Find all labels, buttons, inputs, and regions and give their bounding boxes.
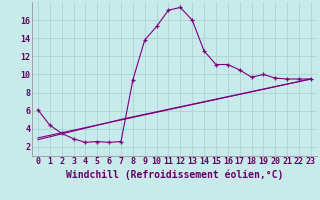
X-axis label: Windchill (Refroidissement éolien,°C): Windchill (Refroidissement éolien,°C) bbox=[66, 169, 283, 180]
